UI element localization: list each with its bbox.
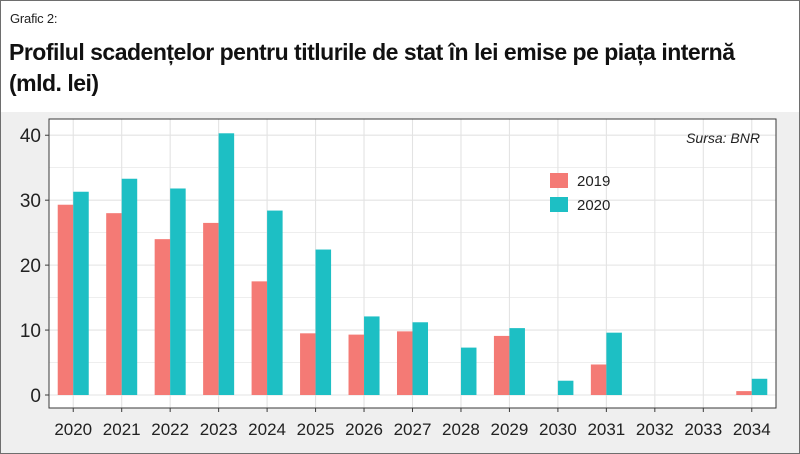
bar-2020-2022 <box>170 188 186 396</box>
legend-label-2020: 2020 <box>577 197 610 214</box>
y-tick-label: 20 <box>20 256 41 277</box>
bar-2019-2026 <box>348 334 365 396</box>
bar-2020-2030 <box>557 380 574 396</box>
bar-2019-2020 <box>57 204 74 396</box>
bar-2019-2034 <box>736 391 752 396</box>
bar-2019-2031 <box>590 364 607 396</box>
x-tick-label: 2024 <box>248 420 286 439</box>
bar-2020-2031 <box>606 332 622 396</box>
x-tick-label: 2025 <box>297 420 335 439</box>
bar-2020-2024 <box>267 210 283 396</box>
chart-title: Profilul scadențelor pentru titlurile de… <box>9 39 735 96</box>
bar-2020-2025 <box>315 249 332 396</box>
bar-2020-2029 <box>509 328 525 396</box>
bar-2020-2028 <box>460 347 477 396</box>
legend-swatch-2020 <box>550 197 568 212</box>
x-tick-label: 2027 <box>394 420 432 439</box>
x-axis: 2020 2021 2022 2023 2024 2025 2026 2027 2028 2029… <box>54 408 771 439</box>
figure-label: Grafic 2: <box>10 11 58 26</box>
y-tick-label: 0 <box>30 386 41 407</box>
x-tick-label: 2023 <box>200 420 238 439</box>
x-tick-label: 2031 <box>587 420 625 439</box>
bar-2020-2027 <box>412 322 429 396</box>
y-tick-label: 30 <box>20 191 41 212</box>
x-tick-label: 2032 <box>636 420 674 439</box>
x-tick-label: 2034 <box>733 420 771 439</box>
bar-2020-2020 <box>73 191 89 396</box>
bar-2019-2024 <box>251 281 268 396</box>
x-tick-label: 2026 <box>345 420 383 439</box>
bar-2020-2021 <box>121 178 138 396</box>
y-tick-label: 10 <box>20 321 41 342</box>
x-tick-label: 2029 <box>491 420 529 439</box>
x-tick-label: 2020 <box>54 420 92 439</box>
bars <box>57 133 768 396</box>
x-tick-label: 2028 <box>442 420 480 439</box>
bar-2019-2029 <box>493 335 510 396</box>
legend: 2019 2020 <box>550 173 610 214</box>
legend-swatch-2019 <box>550 173 568 188</box>
x-tick-label: 2033 <box>684 420 722 439</box>
bar-2019-2023 <box>203 222 219 396</box>
x-tick-label: 2022 <box>151 420 189 439</box>
y-axis: 0 10 20 30 40 <box>20 126 49 407</box>
bar-2019-2025 <box>300 333 316 396</box>
source-note: Sursa: BNR <box>686 130 760 146</box>
bar-2020-2023 <box>218 133 235 396</box>
bar-2019-2027 <box>396 331 413 396</box>
bar-2019-2021 <box>106 213 122 396</box>
bar-2020-2034 <box>751 378 768 396</box>
x-tick-label: 2030 <box>539 420 577 439</box>
x-tick-label: 2021 <box>103 420 141 439</box>
legend-label-2019: 2019 <box>577 173 610 190</box>
bar-2020-2026 <box>364 316 380 396</box>
bar-2019-2022 <box>154 239 171 396</box>
y-tick-label: 40 <box>20 126 41 147</box>
